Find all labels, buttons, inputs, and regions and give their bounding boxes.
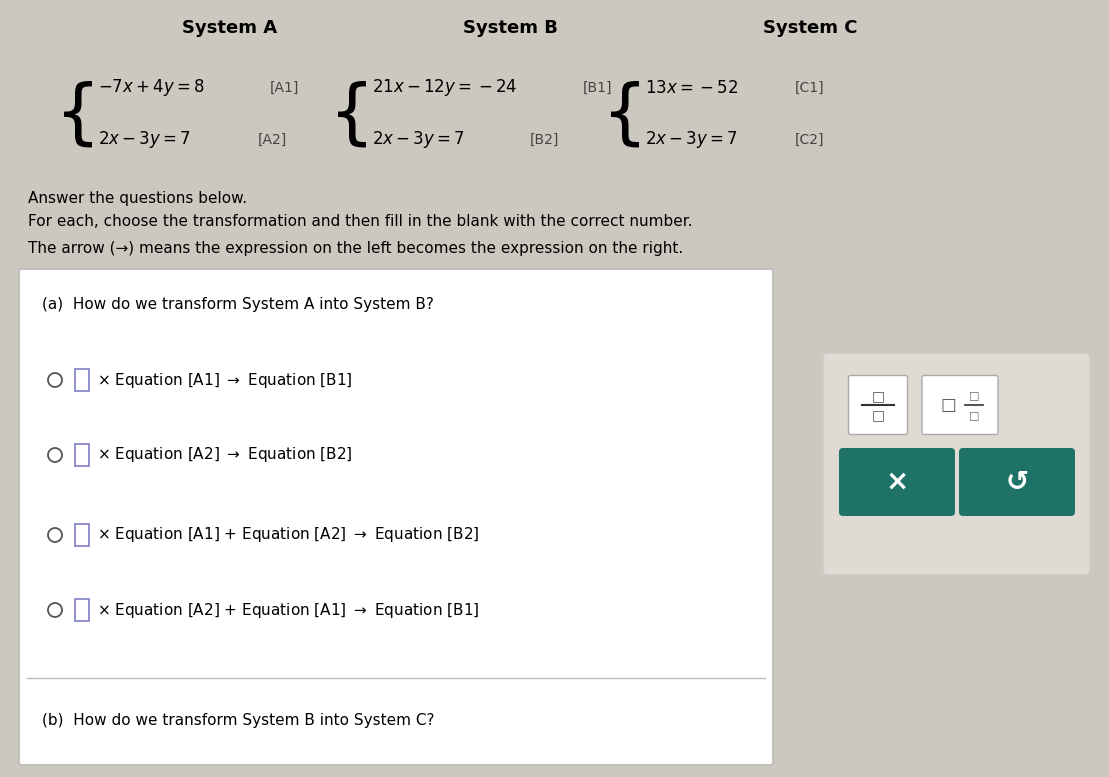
Text: {: { xyxy=(55,81,101,149)
Text: □: □ xyxy=(872,408,885,422)
Text: {: { xyxy=(602,81,648,149)
Text: $\times$ Equation [A2] + Equation [A1] $\rightarrow$ Equation [B1]: $\times$ Equation [A2] + Equation [A1] $… xyxy=(96,601,479,619)
Text: [A1]: [A1] xyxy=(269,81,299,95)
Text: $21x-12y=-24$: $21x-12y=-24$ xyxy=(372,78,518,99)
Text: System A: System A xyxy=(183,19,277,37)
FancyBboxPatch shape xyxy=(840,448,955,516)
Text: [B2]: [B2] xyxy=(530,133,559,147)
Text: $2x-3y=7$: $2x-3y=7$ xyxy=(98,130,191,151)
Text: $\times$ Equation [A1] $\rightarrow$ Equation [B1]: $\times$ Equation [A1] $\rightarrow$ Equ… xyxy=(96,371,353,389)
Text: ×: × xyxy=(885,468,908,496)
FancyBboxPatch shape xyxy=(19,269,773,765)
Text: The arrow (→) means the expression on the left becomes the expression on the rig: The arrow (→) means the expression on th… xyxy=(28,241,683,256)
FancyBboxPatch shape xyxy=(922,375,998,434)
Text: ↺: ↺ xyxy=(1006,468,1029,496)
FancyBboxPatch shape xyxy=(959,448,1075,516)
Text: [B1]: [B1] xyxy=(583,81,612,95)
Text: (b)  How do we transform System B into System C?: (b) How do we transform System B into Sy… xyxy=(42,713,435,727)
FancyBboxPatch shape xyxy=(75,369,89,391)
Text: □: □ xyxy=(872,389,885,403)
Text: Answer the questions below.: Answer the questions below. xyxy=(28,190,247,205)
Text: $\times$ Equation [A2] $\rightarrow$ Equation [B2]: $\times$ Equation [A2] $\rightarrow$ Equ… xyxy=(96,445,353,465)
Text: $13x=-52$: $13x=-52$ xyxy=(645,79,739,97)
Text: (a)  How do we transform System A into System B?: (a) How do we transform System A into Sy… xyxy=(42,298,434,312)
Text: For each, choose the transformation and then fill in the blank with the correct : For each, choose the transformation and … xyxy=(28,214,693,229)
FancyBboxPatch shape xyxy=(848,375,907,434)
Text: $2x-3y=7$: $2x-3y=7$ xyxy=(645,130,737,151)
Text: {: { xyxy=(329,81,375,149)
Text: [C2]: [C2] xyxy=(795,133,824,147)
Text: $2x-3y=7$: $2x-3y=7$ xyxy=(372,130,465,151)
Text: $-7x+4y=8$: $-7x+4y=8$ xyxy=(98,78,205,99)
Text: □: □ xyxy=(969,410,979,420)
Text: System C: System C xyxy=(763,19,857,37)
Text: □: □ xyxy=(940,396,956,414)
FancyBboxPatch shape xyxy=(75,444,89,466)
Text: □: □ xyxy=(969,390,979,400)
FancyBboxPatch shape xyxy=(75,599,89,621)
Text: [C1]: [C1] xyxy=(795,81,825,95)
FancyBboxPatch shape xyxy=(823,353,1090,575)
FancyBboxPatch shape xyxy=(75,524,89,546)
Text: [A2]: [A2] xyxy=(258,133,287,147)
Text: System B: System B xyxy=(462,19,558,37)
Text: $\times$ Equation [A1] + Equation [A2] $\rightarrow$ Equation [B2]: $\times$ Equation [A1] + Equation [A2] $… xyxy=(96,525,479,545)
